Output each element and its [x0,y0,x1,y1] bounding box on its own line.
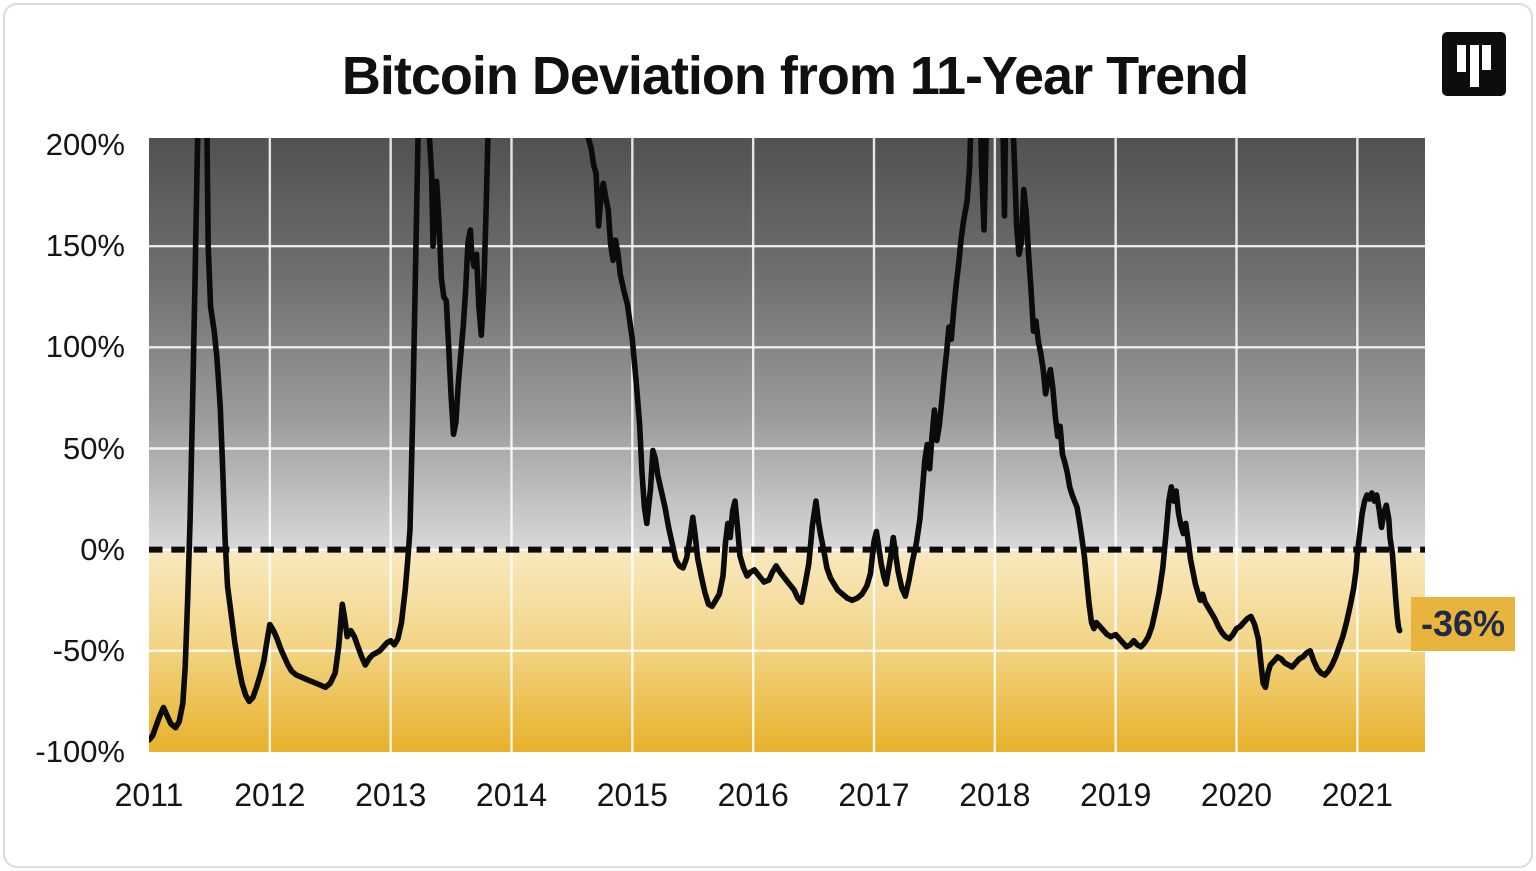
deviation-line-chart [149,138,1425,752]
y-tick-label: 200% [45,127,125,162]
latest-value-label: -36% [1420,603,1506,644]
plot-area [149,138,1425,752]
chart-canvas: Bitcoin Deviation from 11-Year Trend 200… [3,3,1533,868]
y-tick-label: 100% [45,329,125,365]
logo-bar-left [1457,45,1466,72]
x-tick-label: 2019 [1080,777,1152,813]
x-tick-label: 2011 [114,777,184,813]
y-tick-label: 0% [80,531,125,567]
x-tick-label: 2020 [1200,777,1273,813]
x-tick-label: 2013 [355,777,427,813]
logo-bar-right [1482,45,1491,70]
x-tick-label: 2021 [1321,777,1393,813]
x-tick-label: 2014 [475,777,548,813]
latest-value-badge: -36% [1411,597,1515,651]
chart-title: Bitcoin Deviation from 11-Year Trend [341,46,1249,106]
x-tick-label: 2015 [596,777,668,813]
x-tick-label: 2018 [959,777,1031,813]
x-tick-label: 2016 [717,777,789,813]
logo-bar-middle [1469,45,1479,87]
y-tick-label: 150% [45,228,125,264]
y-tick-label: -50% [52,632,125,668]
x-tick-label: 2012 [234,777,306,813]
y-tick-label: 50% [62,430,125,466]
x-tick-label: 2017 [838,777,910,813]
three-bars-logo-icon [1442,32,1506,96]
deviation-series-line [149,138,1403,743]
y-tick-label: -100% [35,734,125,769]
